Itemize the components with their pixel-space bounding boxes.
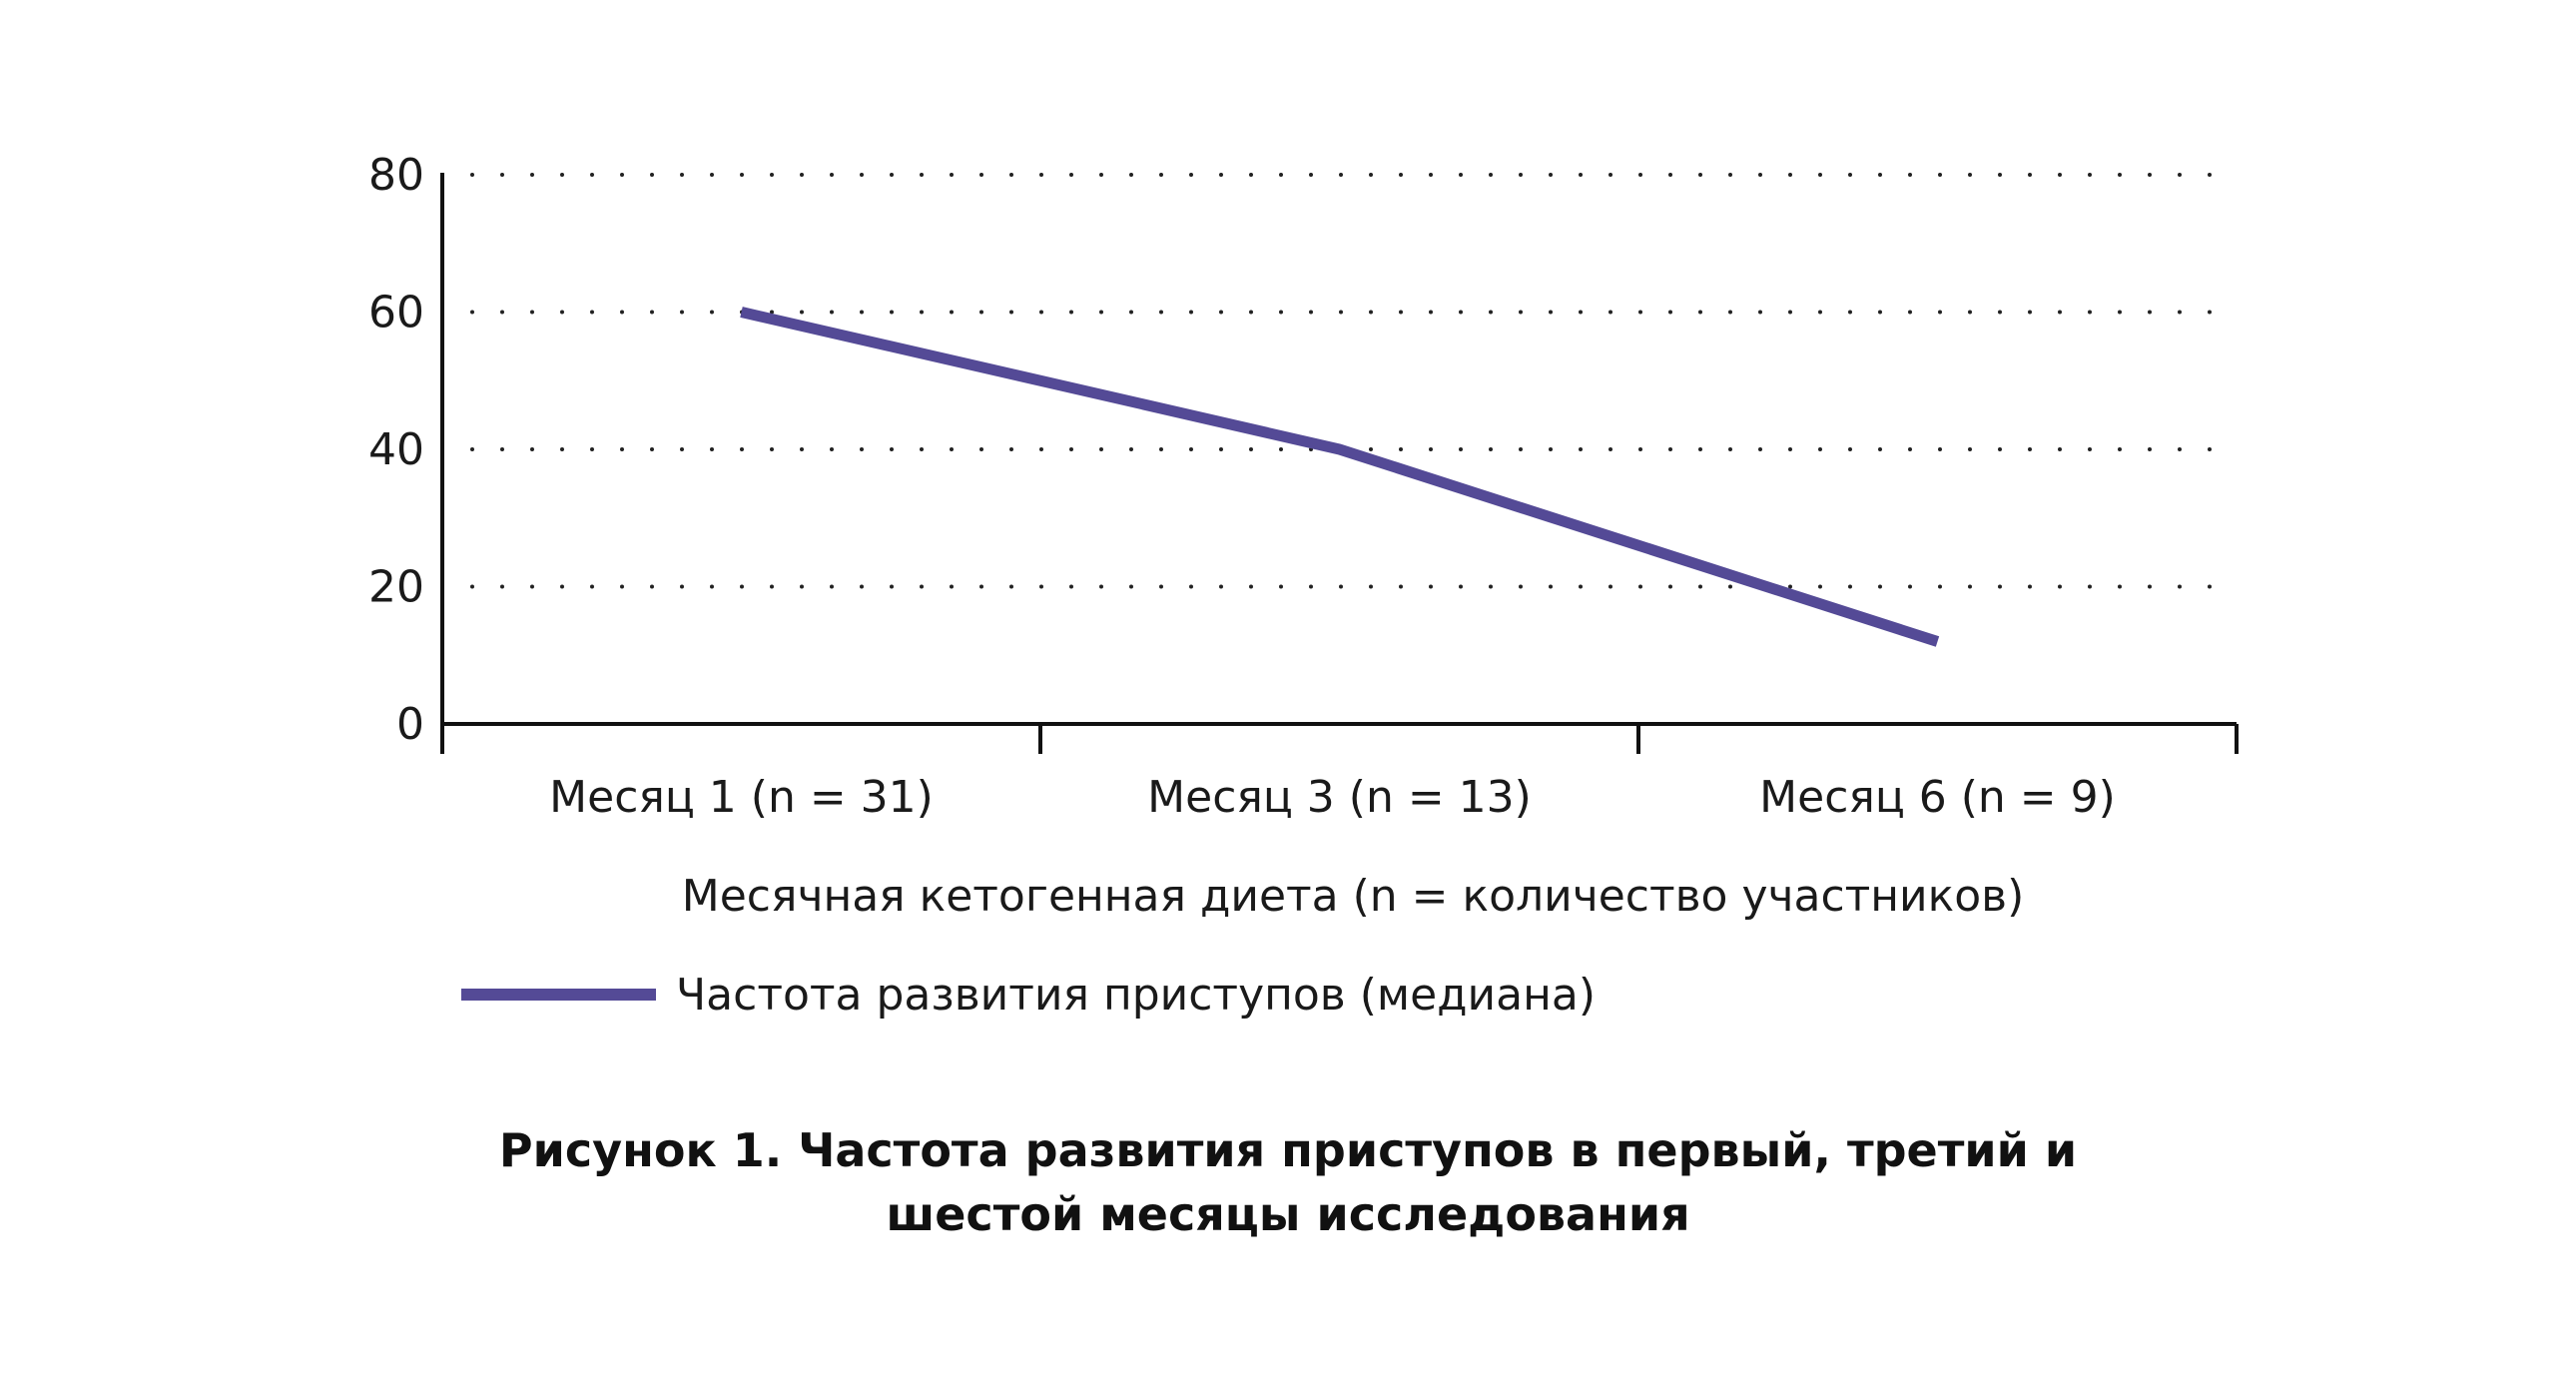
series-line <box>740 307 1940 647</box>
y-tick-label: 40 <box>368 424 424 475</box>
x-tick-label: Месяц 6 (n = 9) <box>1759 772 2116 823</box>
x-tick-label: Месяц 3 (n = 13) <box>1147 772 1532 823</box>
x-ticks: Месяц 1 (n = 31) Месяц 3 (n = 13) Месяц 6 … <box>440 724 2239 823</box>
figure-caption: Рисунок 1. Частота развития приступов в … <box>0 1118 2576 1246</box>
gridlines <box>470 173 2239 589</box>
axes <box>440 173 2237 726</box>
series-lines <box>740 307 1940 647</box>
x-axis-title: Месячная кетогенная диета (n = количеств… <box>682 871 2025 922</box>
y-tick-label: 60 <box>368 288 424 339</box>
y-tick-labels: 0 20 40 60 80 <box>368 150 424 750</box>
y-tick-label: 80 <box>368 150 424 201</box>
y-tick-label: 20 <box>368 562 424 613</box>
legend-label: Частота развития приступов (медиана) <box>676 970 1596 1021</box>
y-tick-label: 0 <box>396 699 424 750</box>
caption-line-2: шестой месяцы исследования <box>886 1187 1690 1241</box>
caption-line-1: Рисунок 1. Частота развития приступов в … <box>498 1123 2078 1177</box>
legend: Частота развития приступов (медиана) <box>461 970 1596 1021</box>
x-tick-label: Месяц 1 (n = 31) <box>549 772 934 823</box>
